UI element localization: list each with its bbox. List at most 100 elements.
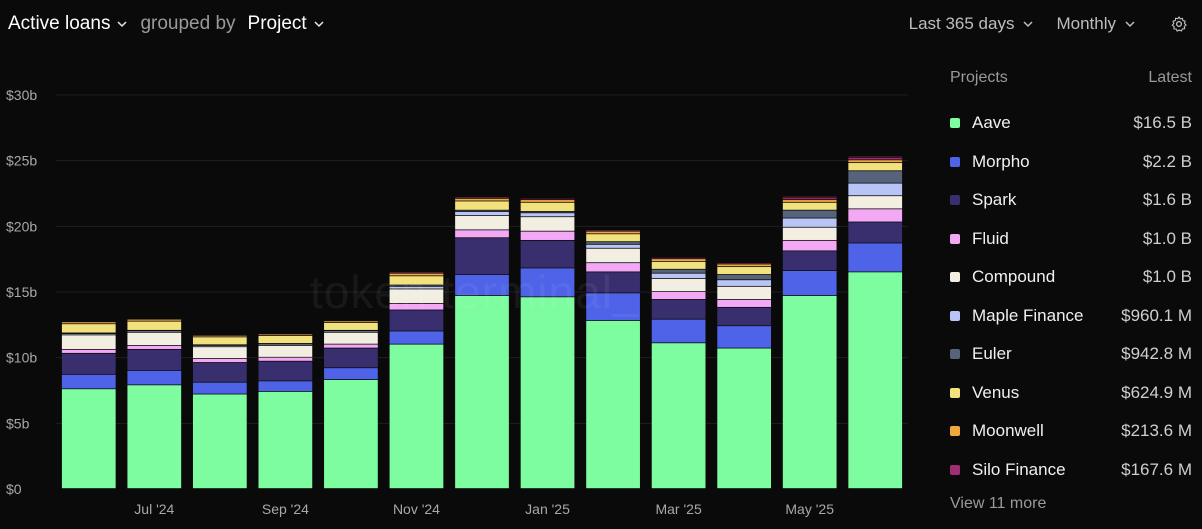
bar-segment-maple-finance[interactable] xyxy=(848,183,903,196)
bar-segment-aave[interactable] xyxy=(520,297,575,489)
bar-stack[interactable] xyxy=(520,198,575,489)
bar-segment-morpho[interactable] xyxy=(192,382,247,394)
bar-segment-aave[interactable] xyxy=(586,320,640,489)
bar-stack[interactable] xyxy=(782,196,837,489)
bar-segment-fluid[interactable] xyxy=(258,357,313,361)
legend-item-maple-finance[interactable]: Maple Finance $960.1 M xyxy=(944,297,1192,336)
bar-segment-maple-finance[interactable] xyxy=(717,280,772,286)
gear-icon[interactable] xyxy=(1170,15,1188,33)
bar-segment-spark[interactable] xyxy=(389,310,444,331)
bar-segment-fluid[interactable] xyxy=(192,358,247,363)
bar-stack[interactable] xyxy=(651,257,706,489)
bar-segment-moonwell[interactable] xyxy=(192,335,247,337)
bar-segment-maple-finance[interactable] xyxy=(258,344,313,346)
view-more-link[interactable]: View 11 more xyxy=(950,495,1047,512)
legend-item-spark[interactable]: Spark $1.6 B xyxy=(944,181,1192,220)
bar-segment-compound[interactable] xyxy=(782,227,837,240)
bar-segment-other[interactable] xyxy=(848,156,903,158)
bar-segment-venus[interactable] xyxy=(586,234,640,242)
bar-segment-venus[interactable] xyxy=(258,335,313,344)
bar-segment-fluid[interactable] xyxy=(389,303,444,310)
bar-segment-fluid[interactable] xyxy=(127,345,182,349)
bar-segment-moonwell[interactable] xyxy=(782,200,837,202)
bar-segment-aave[interactable] xyxy=(61,389,116,489)
bar-segment-venus[interactable] xyxy=(127,321,182,330)
bar-stack[interactable] xyxy=(389,272,444,489)
bar-segment-morpho[interactable] xyxy=(455,274,509,296)
bar-stack[interactable] xyxy=(127,319,182,489)
bar-stack[interactable] xyxy=(61,322,116,489)
bar-segment-morpho[interactable] xyxy=(127,370,182,385)
bar-segment-moonwell[interactable] xyxy=(520,200,575,202)
bar-stack[interactable] xyxy=(848,156,903,489)
bar-segment-moonwell[interactable] xyxy=(324,321,378,323)
bar-segment-silo-finance[interactable] xyxy=(389,272,444,273)
bar-segment-spark[interactable] xyxy=(258,361,313,381)
bar-segment-maple-finance[interactable] xyxy=(61,334,116,335)
bar-segment-moonwell[interactable] xyxy=(717,264,772,267)
bar-segment-silo-finance[interactable] xyxy=(782,198,837,200)
bar-segment-silo-finance[interactable] xyxy=(455,197,509,198)
bar-segment-aave[interactable] xyxy=(782,295,837,489)
legend-item-silo-finance[interactable]: Silo Finance $167.6 M xyxy=(944,451,1192,490)
bar-stack[interactable] xyxy=(586,230,640,489)
bar-segment-silo-finance[interactable] xyxy=(520,198,575,200)
bar-segment-spark[interactable] xyxy=(651,299,706,319)
bar-segment-aave[interactable] xyxy=(717,348,772,489)
bar-segment-maple-finance[interactable] xyxy=(324,331,378,332)
group-by-dropdown[interactable]: Project xyxy=(248,13,325,35)
bar-segment-morpho[interactable] xyxy=(520,268,575,297)
bar-stack[interactable] xyxy=(717,263,772,489)
bar-segment-silo-finance[interactable] xyxy=(586,230,640,231)
legend-item-fluid[interactable]: Fluid $1.0 B xyxy=(944,220,1192,259)
bar-segment-moonwell[interactable] xyxy=(848,160,903,163)
bar-segment-venus[interactable] xyxy=(520,202,575,212)
bar-segment-morpho[interactable] xyxy=(586,293,640,321)
bar-segment-morpho[interactable] xyxy=(258,381,313,392)
bar-segment-fluid[interactable] xyxy=(651,292,706,300)
bar-segment-euler[interactable] xyxy=(651,269,706,273)
bar-segment-silo-finance[interactable] xyxy=(651,257,706,259)
bar-segment-morpho[interactable] xyxy=(782,270,837,296)
interval-dropdown[interactable]: Monthly xyxy=(1056,14,1136,34)
bar-stack[interactable] xyxy=(455,197,509,489)
bar-segment-fluid[interactable] xyxy=(782,240,837,251)
metric-dropdown[interactable]: Active loans xyxy=(8,13,128,35)
bar-segment-venus[interactable] xyxy=(717,267,772,275)
bar-segment-spark[interactable] xyxy=(717,307,772,326)
bar-segment-venus[interactable] xyxy=(651,261,706,269)
bar-segment-spark[interactable] xyxy=(324,348,378,368)
bar-segment-aave[interactable] xyxy=(848,272,903,489)
bar-segment-compound[interactable] xyxy=(258,345,313,357)
bar-segment-compound[interactable] xyxy=(127,332,182,346)
bar-segment-venus[interactable] xyxy=(324,322,378,330)
bar-segment-euler[interactable] xyxy=(717,274,772,280)
bar-segment-venus[interactable] xyxy=(61,324,116,333)
bar-segment-spark[interactable] xyxy=(127,349,182,370)
bar-segment-euler[interactable] xyxy=(848,171,903,183)
bar-segment-aave[interactable] xyxy=(324,379,378,489)
bar-segment-maple-finance[interactable] xyxy=(192,345,247,347)
bar-segment-spark[interactable] xyxy=(192,362,247,382)
bar-stack[interactable] xyxy=(324,321,378,489)
bar-segment-morpho[interactable] xyxy=(848,243,903,272)
bar-segment-spark[interactable] xyxy=(848,222,903,243)
bar-segment-fluid[interactable] xyxy=(717,299,772,307)
bar-segment-moonwell[interactable] xyxy=(258,334,313,336)
bar-segment-maple-finance[interactable] xyxy=(389,286,444,289)
bar-segment-maple-finance[interactable] xyxy=(782,218,837,227)
bar-segment-aave[interactable] xyxy=(455,295,509,489)
legend-item-euler[interactable]: Euler $942.8 M xyxy=(944,335,1192,374)
legend-item-compound[interactable]: Compound $1.0 B xyxy=(944,258,1192,297)
bar-stack[interactable] xyxy=(192,335,247,489)
bar-segment-morpho[interactable] xyxy=(717,326,772,348)
bar-segment-venus[interactable] xyxy=(782,202,837,210)
bar-segment-compound[interactable] xyxy=(455,215,509,230)
bar-segment-other[interactable] xyxy=(782,196,837,198)
bar-segment-aave[interactable] xyxy=(192,394,247,489)
legend-item-morpho[interactable]: Morpho $2.2 B xyxy=(944,143,1192,182)
bar-segment-spark[interactable] xyxy=(586,272,640,293)
bar-segment-aave[interactable] xyxy=(651,343,706,489)
bar-segment-aave[interactable] xyxy=(258,391,313,489)
bar-segment-moonwell[interactable] xyxy=(651,259,706,261)
